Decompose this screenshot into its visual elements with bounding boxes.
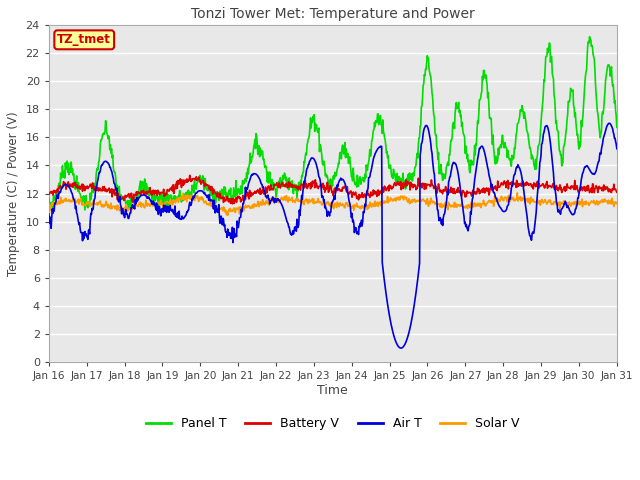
Panel T bbox=[613, 124, 621, 130]
Air T bbox=[397, 345, 405, 351]
Battery V bbox=[381, 183, 388, 189]
Battery V bbox=[282, 181, 289, 187]
Battery V bbox=[45, 192, 52, 197]
Battery V bbox=[186, 172, 193, 178]
Panel T bbox=[380, 131, 388, 136]
Air T bbox=[594, 161, 602, 167]
Air T bbox=[605, 120, 613, 126]
Air T bbox=[150, 200, 158, 205]
Solar V bbox=[613, 201, 621, 206]
Line: Battery V: Battery V bbox=[49, 175, 617, 204]
Panel T bbox=[585, 40, 593, 46]
Battery V bbox=[613, 189, 621, 195]
Battery V bbox=[72, 184, 80, 190]
Y-axis label: Temperature (C) / Power (V): Temperature (C) / Power (V) bbox=[7, 111, 20, 276]
Panel T bbox=[72, 179, 80, 185]
Line: Air T: Air T bbox=[49, 123, 617, 348]
Solar V bbox=[224, 213, 232, 218]
X-axis label: Time: Time bbox=[317, 384, 348, 397]
Battery V bbox=[150, 192, 158, 197]
Solar V bbox=[150, 202, 158, 207]
Solar V bbox=[45, 202, 52, 207]
Panel T bbox=[151, 192, 159, 198]
Panel T bbox=[45, 196, 52, 202]
Solar V bbox=[513, 190, 521, 196]
Text: TZ_tmet: TZ_tmet bbox=[58, 33, 111, 47]
Solar V bbox=[586, 201, 593, 207]
Line: Solar V: Solar V bbox=[49, 193, 617, 216]
Air T bbox=[45, 211, 52, 217]
Solar V bbox=[72, 200, 80, 205]
Solar V bbox=[595, 199, 602, 204]
Line: Panel T: Panel T bbox=[49, 36, 617, 210]
Panel T bbox=[595, 117, 602, 122]
Battery V bbox=[595, 184, 602, 190]
Panel T bbox=[81, 207, 89, 213]
Panel T bbox=[586, 34, 593, 39]
Battery V bbox=[586, 190, 593, 195]
Air T bbox=[380, 270, 387, 276]
Air T bbox=[585, 166, 593, 171]
Title: Tonzi Tower Met: Temperature and Power: Tonzi Tower Met: Temperature and Power bbox=[191, 7, 475, 21]
Battery V bbox=[228, 201, 236, 207]
Air T bbox=[613, 146, 621, 152]
Solar V bbox=[380, 200, 388, 206]
Legend: Panel T, Battery V, Air T, Solar V: Panel T, Battery V, Air T, Solar V bbox=[141, 412, 525, 435]
Solar V bbox=[281, 196, 289, 202]
Air T bbox=[72, 203, 80, 209]
Air T bbox=[281, 210, 289, 216]
Panel T bbox=[281, 172, 289, 178]
